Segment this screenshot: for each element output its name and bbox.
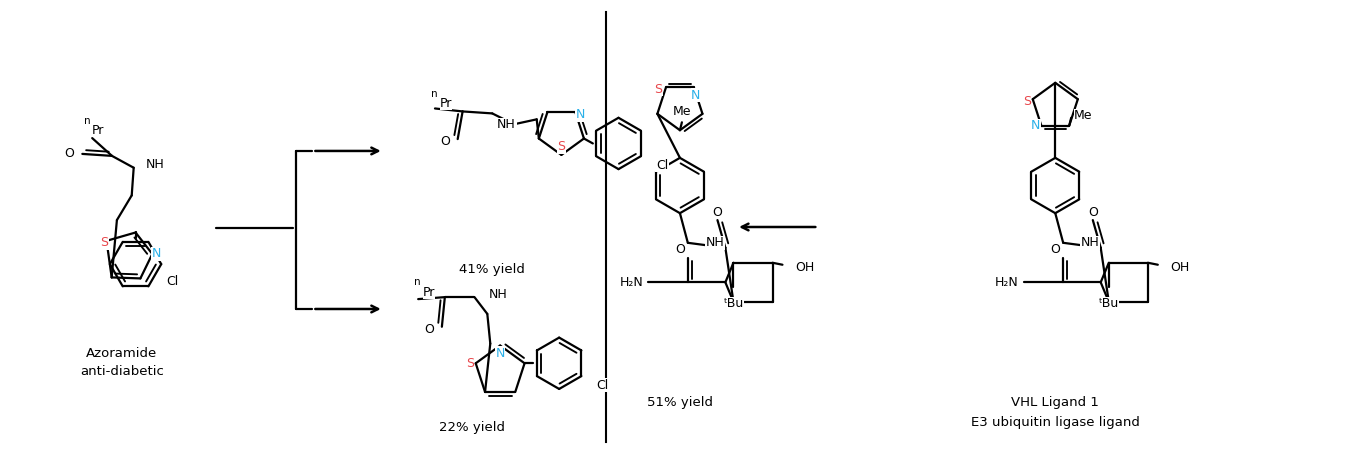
Text: Pr: Pr [423, 286, 435, 299]
Text: ᵗBu: ᵗBu [724, 297, 744, 311]
Text: Me: Me [673, 105, 692, 118]
Text: n: n [84, 116, 90, 126]
Text: NH: NH [1081, 236, 1100, 249]
Text: S: S [101, 236, 109, 249]
Text: N: N [496, 347, 506, 360]
Text: N: N [1031, 119, 1041, 132]
Text: NH: NH [488, 288, 507, 301]
Text: N: N [576, 109, 585, 122]
Text: Pr: Pr [439, 97, 453, 110]
Text: 51% yield: 51% yield [647, 396, 713, 410]
Text: anti-diabetic: anti-diabetic [80, 365, 163, 378]
Text: NH: NH [705, 236, 724, 249]
Text: O: O [1088, 206, 1097, 219]
Text: S: S [654, 83, 662, 96]
Text: O: O [425, 323, 434, 336]
Text: O: O [675, 243, 685, 256]
Text: E3 ubiquitin ligase ligand: E3 ubiquitin ligase ligand [971, 416, 1139, 429]
Text: Cl: Cl [166, 276, 178, 288]
Text: n: n [414, 277, 421, 287]
Text: H₂N: H₂N [620, 276, 643, 289]
Text: Me: Me [1074, 109, 1093, 122]
Text: N: N [692, 89, 701, 102]
Text: 41% yield: 41% yield [460, 263, 526, 276]
Text: Cl: Cl [597, 379, 609, 391]
Text: n: n [431, 89, 438, 99]
Text: O: O [65, 148, 74, 160]
Text: VHL Ligand 1: VHL Ligand 1 [1011, 396, 1099, 410]
Text: Pr: Pr [92, 123, 105, 137]
Text: S: S [1023, 94, 1031, 108]
Text: N: N [151, 247, 160, 261]
Text: H₂N: H₂N [995, 276, 1019, 289]
Text: 22% yield: 22% yield [439, 421, 506, 434]
Text: Azoramide: Azoramide [86, 347, 158, 360]
Text: O: O [439, 134, 450, 148]
Text: O: O [1050, 243, 1061, 256]
Text: OH: OH [1170, 261, 1190, 274]
Text: OH: OH [795, 261, 814, 274]
Text: Cl: Cl [656, 159, 669, 172]
Text: S: S [557, 140, 565, 153]
Text: NH: NH [497, 118, 516, 131]
Text: ᵗBu: ᵗBu [1099, 297, 1119, 311]
Text: NH: NH [146, 158, 164, 171]
Text: O: O [713, 206, 723, 219]
Text: S: S [466, 357, 473, 370]
